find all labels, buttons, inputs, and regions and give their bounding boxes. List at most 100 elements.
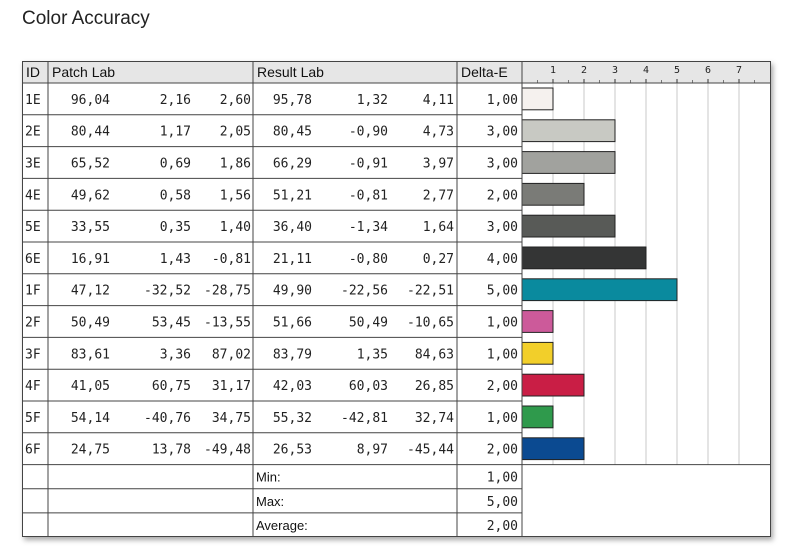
cell-id: 3F [25,347,41,362]
cell-result-lab: 49,90 [273,284,312,299]
cell-delta-e: 3,00 [487,157,518,172]
cell-patch-lab: -28,75 [204,284,251,299]
cell-patch-lab: 54,14 [71,411,110,426]
cell-result-lab: -22,51 [407,284,454,299]
cell-id: 4E [25,188,41,203]
summary-label: Max: [256,494,284,509]
cell-patch-lab: 3,36 [160,347,191,362]
cell-result-lab: 8,97 [357,443,388,458]
bar-1F [521,278,678,302]
cell-result-lab: 4,73 [423,125,454,140]
tick-label: 6 [705,65,711,76]
cell-id: 4F [25,379,41,394]
cell-patch-lab: 1,86 [220,157,251,172]
cell-result-lab: 1,32 [357,93,388,108]
cell-delta-e: 5,00 [487,284,518,299]
cell-patch-lab: -49,48 [204,443,251,458]
cell-id: 5E [25,220,41,235]
cell-delta-e: 1,00 [487,316,518,331]
bar-2F [521,310,554,333]
cell-result-lab: 42,03 [273,379,312,394]
cell-delta-e: 3,00 [487,125,518,140]
cell-delta-e: 1,00 [487,411,518,426]
tick-label: 1 [550,65,556,76]
cell-result-lab: -0,90 [349,125,388,140]
cell-patch-lab: 47,12 [71,284,110,299]
cell-patch-lab: 0,58 [160,188,191,203]
cell-patch-lab: 60,75 [152,379,191,394]
cell-result-lab: -0,81 [349,188,388,203]
bar-2E [521,119,616,143]
cell-result-lab: 84,63 [415,347,454,362]
cell-result-lab: 3,97 [423,157,454,172]
cell-delta-e: 1,00 [487,347,518,362]
table-border [22,61,771,537]
cell-patch-lab: 33,55 [71,220,110,235]
tick-label: 4 [643,65,649,76]
header-result-lab: Result Lab [257,64,324,80]
cell-result-lab: 55,32 [273,411,312,426]
cell-patch-lab: 50,49 [71,316,110,331]
bar-3E [521,151,616,174]
cell-delta-e: 2,00 [487,379,518,394]
cell-delta-e: 4,00 [487,252,518,267]
cell-patch-lab: 16,91 [71,252,110,267]
cell-result-lab: -42,81 [341,411,388,426]
header-delta-e: Delta-E [461,64,508,80]
cell-id: 5F [25,411,41,426]
cell-id: 2F [25,316,41,331]
cell-patch-lab: 2,05 [220,125,251,140]
tick-label: 5 [674,65,680,76]
cell-result-lab: -0,80 [349,252,388,267]
cell-result-lab: 60,03 [349,379,388,394]
cell-result-lab: 26,53 [273,443,312,458]
cell-patch-lab: 1,43 [160,252,191,267]
cell-result-lab: 51,66 [273,316,312,331]
cell-patch-lab: -32,52 [144,284,191,299]
cell-patch-lab: 49,62 [71,188,110,203]
cell-patch-lab: 65,52 [71,157,110,172]
cell-result-lab: 36,40 [273,220,312,235]
cell-patch-lab: 53,45 [152,316,191,331]
cell-result-lab: -10,65 [407,316,454,331]
cell-result-lab: 1,64 [423,220,454,235]
cell-result-lab: 1,35 [357,347,388,362]
cell-id: 6E [25,252,41,267]
cell-patch-lab: 24,75 [71,443,110,458]
color-accuracy-svg: 1 2 3 4 5 6 7 ID Patch Lab Result Lab Delta-E 1E 96,… [22,61,771,537]
cell-result-lab: 80,45 [273,125,312,140]
cell-delta-e: 1,00 [487,93,518,108]
header-patch-lab: Patch Lab [52,64,115,80]
cell-id: 3E [25,157,41,172]
cell-patch-lab: 2,60 [220,93,251,108]
cell-result-lab: 50,49 [349,316,388,331]
cell-result-lab: 32,74 [415,411,454,426]
cell-patch-lab: 83,61 [71,347,110,362]
tick-label: 3 [612,65,618,76]
cell-id: 1E [25,93,41,108]
tick-label: 2 [581,65,587,76]
cell-patch-lab: -13,55 [204,316,251,331]
cell-patch-lab: 13,78 [152,443,191,458]
cell-id: 1F [25,284,41,299]
cell-patch-lab: 41,05 [71,379,110,394]
bar-3F [521,341,554,365]
cell-patch-lab: 80,44 [71,125,110,140]
bar-6F [521,437,585,461]
cell-result-lab: 51,21 [273,188,312,203]
tick-label: 7 [736,65,742,76]
cell-result-lab: 83,79 [273,347,312,362]
cell-delta-e: 3,00 [487,220,518,235]
bar-5F [521,405,554,429]
summary-label: Min: [256,470,281,485]
cell-id: 6F [25,443,41,458]
cell-result-lab: -22,56 [341,284,388,299]
summary-label: Average: [256,518,308,533]
cell-delta-e: 2,00 [487,443,518,458]
color-accuracy-table: 1 2 3 4 5 6 7 ID Patch Lab Result Lab Delta-E 1E 96,… [22,61,771,537]
page-title: Color Accuracy [22,8,150,29]
header-background [22,61,771,83]
cell-result-lab: 26,85 [415,379,454,394]
cell-patch-lab: 0,35 [160,220,191,235]
bar-4F [521,373,585,397]
